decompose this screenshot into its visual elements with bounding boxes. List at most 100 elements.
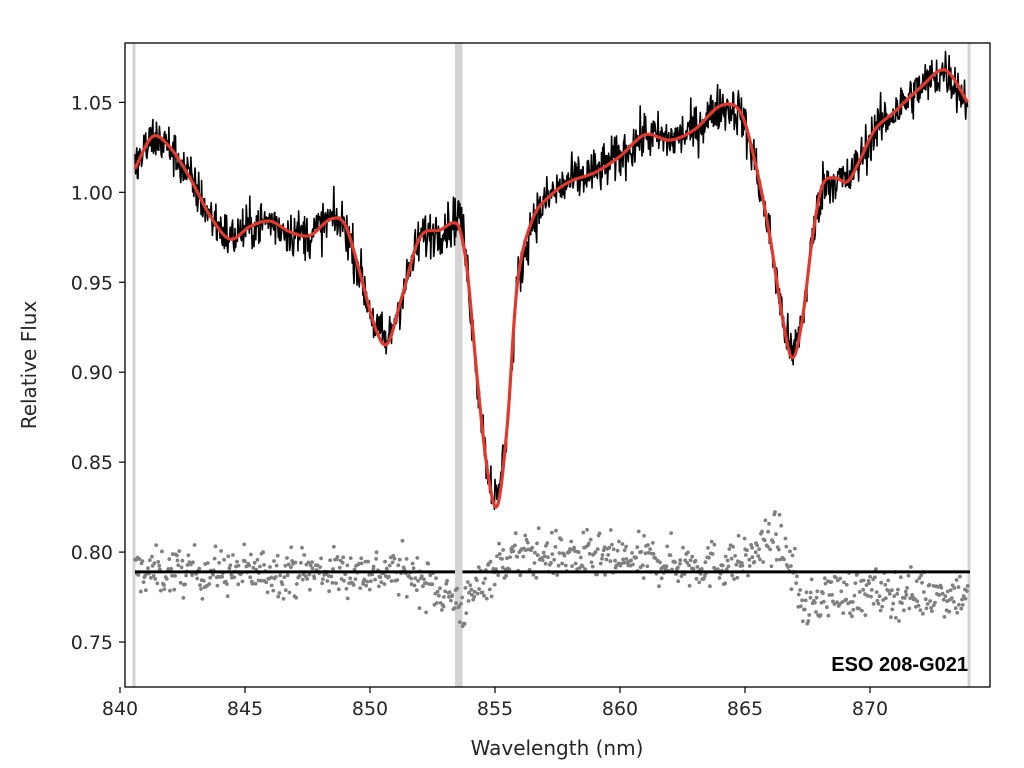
residual-point (488, 559, 493, 564)
residual-point (873, 575, 877, 580)
residual-point (369, 579, 373, 583)
residual-point (939, 585, 944, 590)
residual-point (306, 560, 311, 565)
residual-point (225, 582, 229, 586)
residual-point (240, 579, 245, 584)
residual-point (610, 542, 614, 547)
residual-point (437, 593, 441, 598)
residual-point (908, 596, 913, 601)
residual-point (624, 544, 628, 549)
residual-point (898, 575, 903, 580)
residual-point (409, 582, 414, 587)
residual-point (416, 578, 420, 583)
residual-point (476, 565, 481, 570)
residual-point (749, 543, 753, 547)
residual-point (497, 552, 502, 556)
residual-point (348, 576, 353, 581)
residual-point (641, 576, 646, 580)
residual-point (838, 576, 843, 581)
residual-point (181, 596, 186, 600)
residual-point (151, 574, 156, 578)
residual-point (341, 555, 346, 560)
residual-point (373, 577, 377, 582)
residual-point (286, 562, 291, 567)
residual-point (743, 553, 748, 557)
residual-point (734, 562, 739, 567)
residual-point (248, 575, 253, 580)
residual-point (351, 583, 356, 587)
residual-point (150, 554, 154, 559)
residual-point (336, 587, 341, 592)
residual-point (501, 548, 506, 552)
residual-point (590, 564, 595, 569)
residual-point (475, 591, 480, 596)
residual-point (359, 561, 364, 566)
residual-point (222, 557, 227, 562)
residual-point (753, 550, 758, 555)
residual-point (249, 552, 253, 557)
residual-point (534, 575, 539, 580)
residual-point (358, 586, 363, 590)
residual-point (287, 590, 292, 595)
residual-point (918, 608, 923, 612)
residual-point (871, 602, 876, 606)
residual-point (438, 586, 442, 591)
residual-point (252, 560, 257, 565)
residual-point (740, 563, 745, 568)
residual-point (814, 595, 819, 600)
residual-point (798, 604, 803, 609)
residual-point (320, 581, 324, 586)
residual-point (328, 558, 332, 563)
residual-point (332, 544, 336, 549)
residual-point (915, 599, 920, 604)
residual-point (468, 583, 473, 588)
residual-point (949, 596, 954, 600)
residual-point (353, 577, 358, 581)
residual-point (390, 560, 395, 565)
residual-point (905, 586, 909, 590)
residual-point (608, 528, 613, 532)
residual-point (890, 588, 894, 593)
residual-point (789, 564, 793, 568)
residual-point (875, 598, 880, 603)
residual-point (769, 564, 774, 569)
residual-point (869, 594, 873, 599)
residual-point (400, 538, 405, 543)
residual-point (166, 567, 171, 571)
residual-point (472, 594, 477, 599)
residual-point (477, 587, 481, 591)
masked-region-group (132, 43, 971, 687)
residual-point (624, 557, 629, 561)
residual-point (580, 564, 585, 569)
residual-point (235, 559, 239, 564)
residual-point (299, 560, 303, 565)
residual-point (631, 562, 635, 567)
residual-point (307, 572, 312, 577)
residual-point (840, 600, 845, 604)
residual-point (960, 597, 964, 602)
residual-point (176, 563, 181, 567)
residual-point (500, 557, 504, 561)
residual-point (712, 542, 717, 547)
residual-point (757, 547, 761, 552)
residual-point (826, 613, 831, 618)
residual-point (922, 590, 926, 594)
residual-point (467, 590, 471, 595)
residual-point (952, 586, 957, 590)
residual-point (283, 588, 288, 592)
residual-point (703, 560, 708, 565)
residual-point (294, 582, 299, 586)
residual-point (730, 573, 735, 578)
residual-point (482, 593, 486, 598)
residual-point (310, 560, 314, 564)
residual-point (897, 619, 901, 623)
residual-point (896, 587, 900, 592)
residual-point (790, 553, 795, 558)
residual-point (569, 539, 574, 544)
residual-point (505, 556, 509, 561)
residual-point (956, 585, 961, 589)
residual-point (227, 566, 232, 571)
residual-point (643, 551, 648, 556)
residual-point (942, 615, 947, 619)
residual-point (783, 536, 788, 541)
